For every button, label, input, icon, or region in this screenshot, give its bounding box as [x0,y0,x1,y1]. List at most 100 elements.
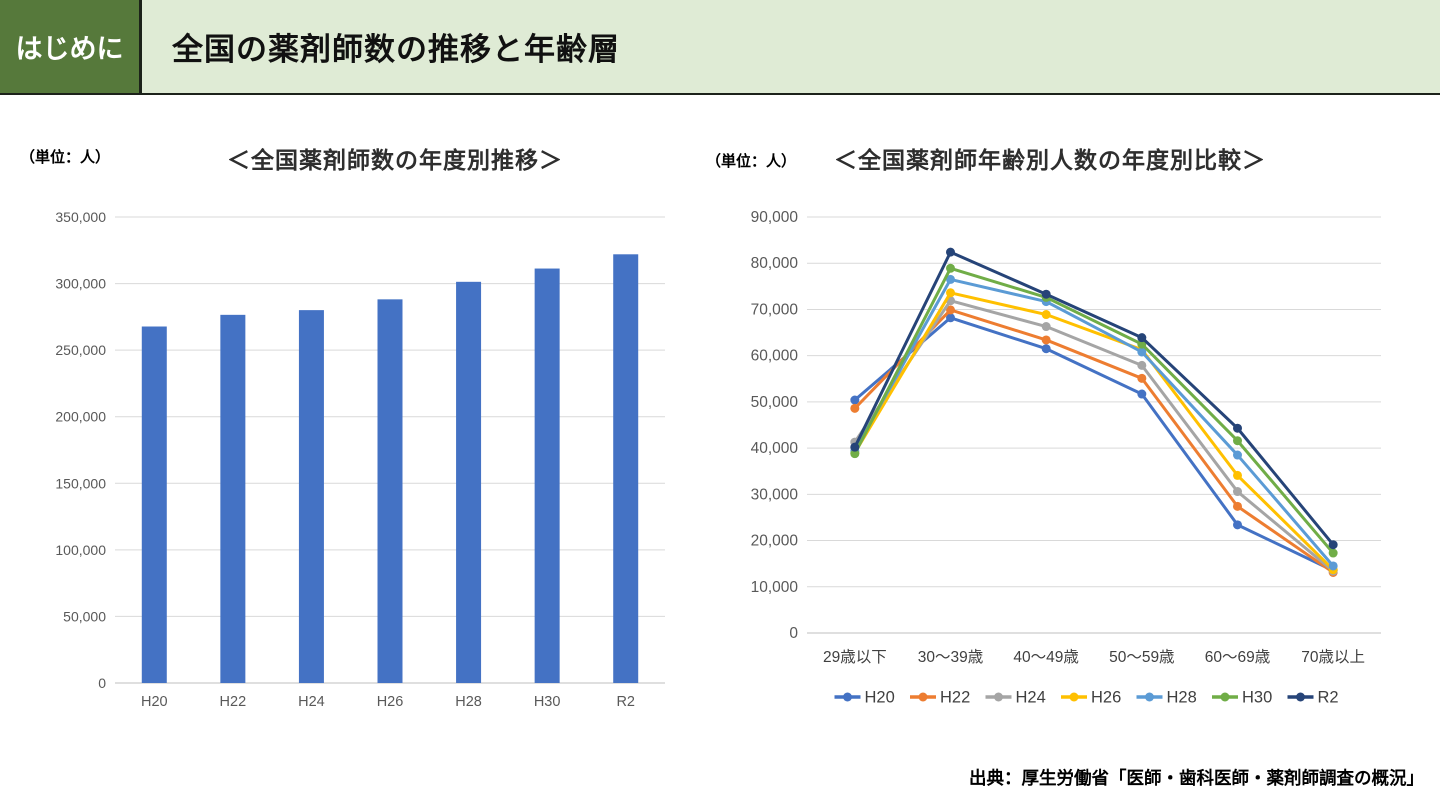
x-tick-label: H26 [377,694,404,710]
gridlines-and-yticks: 0 10,000 20,000 30,000 40,000 50,000 60,000 70,… [751,209,1381,642]
bar [298,310,324,683]
data-point-marker [1137,347,1147,357]
y-tick-label: 30,000 [751,486,799,503]
data-point-marker [850,442,860,452]
header-section-label: はじめに [15,34,124,64]
bar [613,254,639,684]
x-tick-label: H22 [220,694,247,710]
data-point-marker [1233,487,1242,497]
data-point-marker [1328,548,1338,558]
data-point-marker [1137,389,1147,399]
data-point-marker [1233,450,1242,460]
legend-label: R2 [1318,689,1339,707]
data-point-marker [946,313,955,323]
source-citation: 出典：厚生労働省「医師・歯科医師・薬剤師調査の概況」 [969,768,1424,788]
data-point-marker [1137,360,1147,370]
data-point-marker [946,274,955,284]
line-series-H26 [850,288,1338,575]
data-point-marker [946,288,955,298]
y-tick-label: 350,000 [55,209,106,225]
x-tick-label: H30 [534,694,561,710]
series-line [853,266,1335,555]
line-chart-unit-label: （単位：人） [706,153,797,170]
x-tick-label: 40〜49歳 [1013,648,1078,666]
data-point-marker [850,449,860,459]
x-tick-label: H24 [298,694,325,710]
data-point-marker [850,403,860,413]
x-tick-label: 30〜39歳 [918,648,983,666]
y-tick-label: 60,000 [751,348,799,365]
series-line [853,250,1335,546]
data-point-marker [1041,289,1051,299]
legend-dot-marker [1296,692,1305,702]
data-point-marker [1233,436,1242,446]
legend-dot-marker [1069,692,1079,702]
legend-label: H24 [1016,689,1046,707]
y-tick-label: 200,000 [55,409,106,425]
legend-dot-marker [1220,692,1230,702]
legend-label: H28 [1167,689,1197,707]
y-tick-label: 90,000 [751,209,799,226]
data-point-marker [946,247,955,257]
legend-label: H22 [940,689,970,707]
y-tick-label: 300,000 [55,276,106,292]
data-point-marker [1041,344,1051,354]
series-line [853,316,1334,572]
y-tick-label: 100,000 [55,542,106,558]
data-point-marker [1137,373,1147,383]
data-point-marker [1233,520,1242,530]
bar [456,281,482,683]
x-category-labels: H20 H22 H24 H26 H28 H30 R2 [141,694,635,710]
x-category-labels: 29歳以下 30〜39歳 40〜49歳 50〜59歳 60〜69歳 70歳以上 [823,648,1365,666]
data-point-marker [1328,540,1338,550]
data-point-marker [1041,322,1051,332]
line-series-H20 [850,313,1338,576]
data-point-marker [1328,561,1338,571]
legend: H20 H22 H24 H26 H28 H30 R2 [834,689,1339,707]
series-line [853,308,1335,574]
legend-dot-marker [994,692,1003,702]
y-tick-label: 80,000 [751,255,799,272]
bar-series [141,254,639,684]
series-line [853,299,1335,573]
y-tick-label: 40,000 [751,440,799,457]
bar-chart: 0 50,000 100,000 150,000 200,000 250,000 300,0… [55,209,665,710]
y-tick-label: 250,000 [55,342,106,358]
data-point-marker [1137,333,1147,343]
y-tick-label: 50,000 [63,608,106,624]
bar-chart-title: ＜全国薬剤師数の年度別推移＞ [227,147,563,173]
header-banner: はじめに 全国の薬剤師数の推移と年齢層 [0,0,1440,95]
x-tick-label: 50〜59歳 [1109,648,1174,666]
data-point-marker [1041,335,1051,345]
x-tick-label: R2 [616,694,635,710]
page-title: 全国の薬剤師数の推移と年齢層 [172,32,620,67]
x-tick-label: 60〜69歳 [1205,648,1270,666]
line-chart-title: ＜全国薬剤師年齢別人数の年度別比較＞ [834,147,1266,173]
legend-label: H30 [1242,689,1272,707]
legend-dot-marker [918,692,928,702]
data-point-marker [1233,470,1242,480]
y-tick-label: 20,000 [751,533,799,550]
legend-dot-marker [1145,692,1154,702]
data-point-marker [946,263,955,273]
bar [534,268,560,683]
y-tick-label: 0 [789,625,798,642]
bar [220,314,246,683]
bar [141,326,167,683]
legend-dot-marker [843,692,852,702]
data-point-marker [1233,501,1242,511]
series-line [853,277,1335,567]
bar-chart-unit-label: （単位：人） [20,149,111,166]
y-tick-label: 70,000 [751,301,799,318]
legend-label: H26 [1091,689,1121,707]
legend-label: H20 [865,689,895,707]
x-tick-label: H28 [455,694,482,710]
y-tick-label: 0 [98,675,106,691]
line-chart: 0 10,000 20,000 30,000 40,000 50,000 60,000 70,… [751,209,1381,707]
x-tick-label: 70歳以上 [1301,648,1365,666]
y-tick-label: 10,000 [751,579,799,596]
data-point-marker [1233,423,1242,433]
line-series-R2 [850,247,1338,550]
data-point-marker [946,305,955,315]
